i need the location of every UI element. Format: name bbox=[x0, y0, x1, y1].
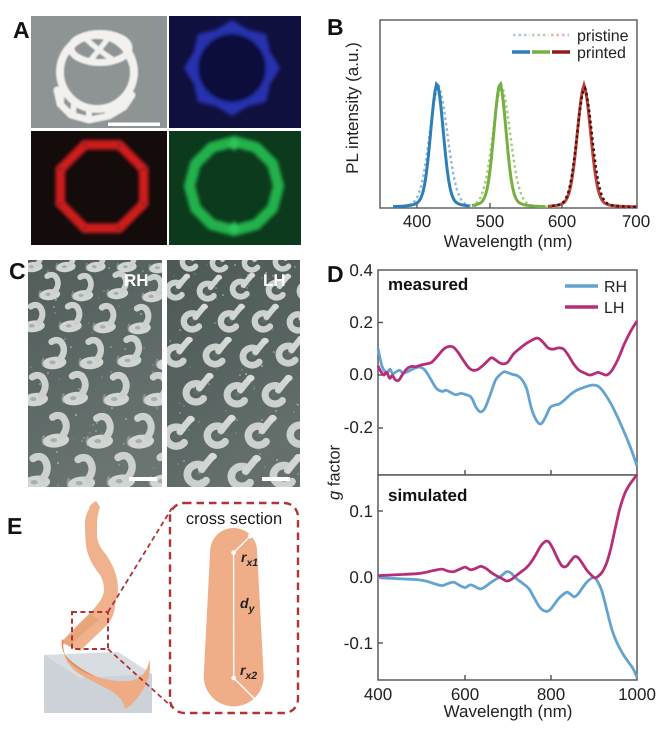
svg-text:Wavelength (nm): Wavelength (nm) bbox=[444, 702, 573, 721]
svg-text:Wavelength (nm): Wavelength (nm) bbox=[444, 232, 573, 251]
svg-text:LH: LH bbox=[604, 300, 624, 317]
svg-text:400: 400 bbox=[403, 212, 431, 231]
svg-text:600: 600 bbox=[451, 685, 479, 704]
svg-text:measured: measured bbox=[388, 275, 468, 294]
svg-text:printed: printed bbox=[577, 45, 626, 62]
svg-text:0.2: 0.2 bbox=[349, 313, 373, 332]
svg-text:-0.1: -0.1 bbox=[344, 634, 373, 653]
svg-text:800: 800 bbox=[537, 685, 565, 704]
svg-text:cross section: cross section bbox=[186, 510, 282, 528]
svg-text:-0.2: -0.2 bbox=[344, 418, 373, 437]
svg-text:400: 400 bbox=[364, 685, 392, 704]
svg-text:RH: RH bbox=[124, 271, 149, 290]
svg-text:700: 700 bbox=[622, 212, 650, 231]
svg-text:0.0: 0.0 bbox=[349, 365, 373, 384]
svg-text:simulated: simulated bbox=[388, 486, 467, 505]
svg-text:0.1: 0.1 bbox=[349, 502, 373, 521]
svg-text:RH: RH bbox=[604, 279, 627, 296]
svg-text:1000: 1000 bbox=[618, 685, 656, 704]
svg-text:pristine: pristine bbox=[577, 28, 629, 45]
svg-text:LH: LH bbox=[263, 271, 286, 290]
svg-text:0.0: 0.0 bbox=[349, 568, 373, 587]
svg-text:0.4: 0.4 bbox=[349, 261, 373, 280]
svg-text:500: 500 bbox=[476, 212, 504, 231]
svg-text:600: 600 bbox=[548, 212, 576, 231]
svg-text:PL intensity (a.u.): PL intensity (a.u.) bbox=[343, 42, 362, 174]
svg-text:g factor: g factor bbox=[326, 444, 344, 500]
